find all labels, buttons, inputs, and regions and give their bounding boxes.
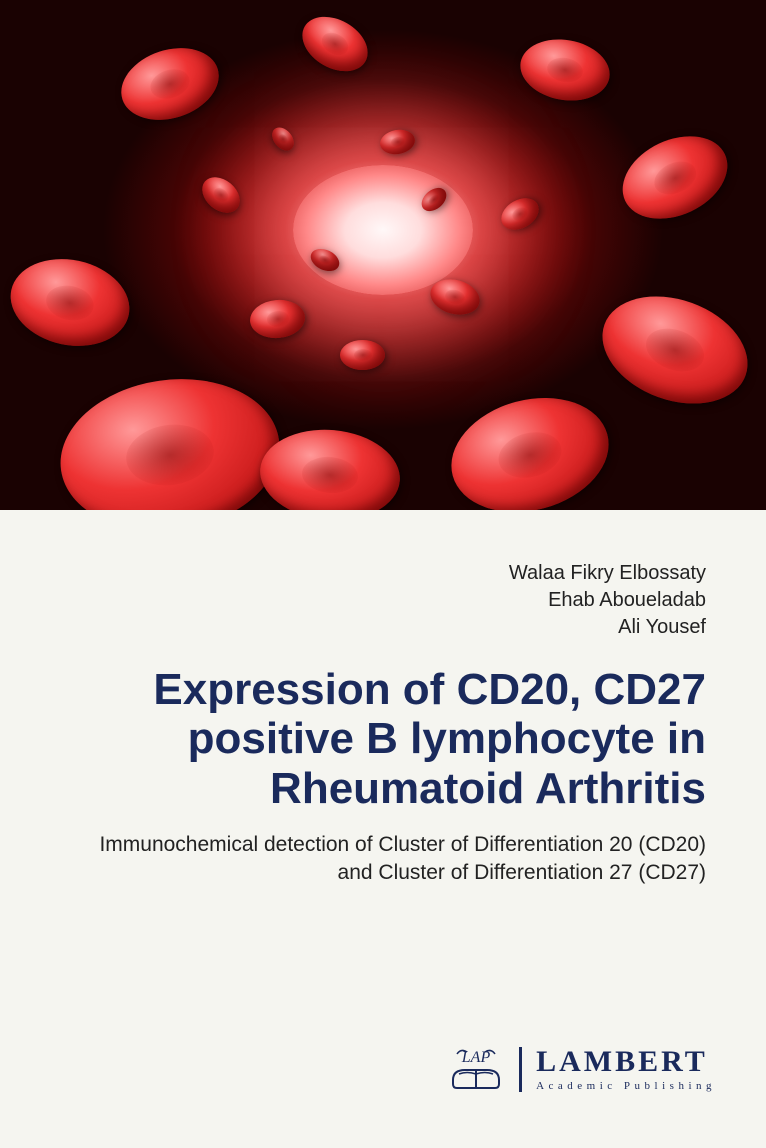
text-block: Walaa Fikry Elbossaty Ehab Aboueladab Al… <box>86 560 706 887</box>
publisher-name-block: LAMBERT Academic Publishing <box>519 1047 716 1092</box>
blood-cell <box>438 381 621 510</box>
author-name: Ehab Aboueladab <box>86 587 706 614</box>
author-name: Ali Yousef <box>86 614 706 641</box>
blood-cell <box>515 33 614 108</box>
blood-cell <box>293 6 378 83</box>
publisher-logo-icon: LAP <box>447 1040 505 1098</box>
author-name: Walaa Fikry Elbossaty <box>86 560 706 587</box>
cover-image <box>0 0 766 510</box>
blood-cell <box>268 123 299 154</box>
blood-cell <box>378 127 417 157</box>
vessel-tunnel-light <box>293 165 473 295</box>
blood-cell <box>340 340 385 370</box>
blood-cell <box>248 298 306 341</box>
book-title: Expression of CD20, CD27 positive B lymp… <box>86 665 706 813</box>
blood-cell <box>51 365 290 510</box>
blood-cell <box>195 170 246 220</box>
book-subtitle: Immunochemical detection of Cluster of D… <box>86 831 706 888</box>
publisher-block: LAP LAMBERT Academic Publishing <box>447 1040 716 1098</box>
blood-cell <box>496 192 545 236</box>
blood-cell <box>587 277 762 422</box>
publisher-name: LAMBERT <box>536 1047 716 1077</box>
publisher-tagline: Academic Publishing <box>536 1080 716 1092</box>
author-list: Walaa Fikry Elbossaty Ehab Aboueladab Al… <box>86 560 706 641</box>
blood-cell <box>112 36 228 132</box>
blood-cell <box>2 248 137 356</box>
blood-cell <box>609 120 740 234</box>
